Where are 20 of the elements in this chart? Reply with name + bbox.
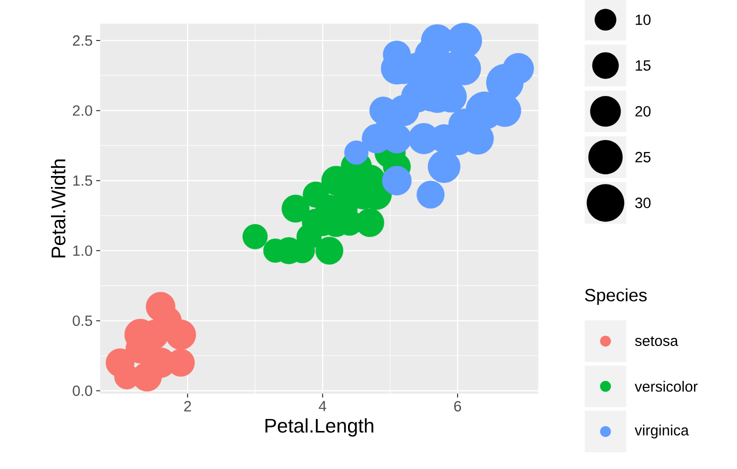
legend-label: 25 [635, 152, 650, 162]
legend-title: Species [585, 288, 647, 306]
y-tick-label: 1.0 [73, 246, 92, 256]
y-tick-label: 0.0 [72, 386, 92, 396]
y-tick-label: 2.0 [72, 105, 92, 116]
y-tick-label: 1.5 [73, 176, 92, 186]
x-axis-title: Petal.Length [266, 418, 374, 437]
legend-label: 15 [636, 60, 650, 71]
legend-label: virginica [634, 424, 689, 439]
legend-label: 10 [636, 14, 651, 26]
legend-label: 30 [635, 198, 651, 208]
x-tick-label: 4 [318, 401, 326, 412]
legend-label: 20 [635, 106, 651, 117]
x-tick-label: 2 [184, 401, 191, 412]
y-tick-label: 2.5 [72, 35, 92, 46]
legend-label: setosa [635, 336, 678, 346]
legend-label: versicolor [634, 381, 698, 392]
y-axis-title: Petal.Width [50, 160, 66, 258]
y-tick-label: 0.5 [72, 316, 92, 326]
x-tick-label: 6 [454, 401, 462, 412]
